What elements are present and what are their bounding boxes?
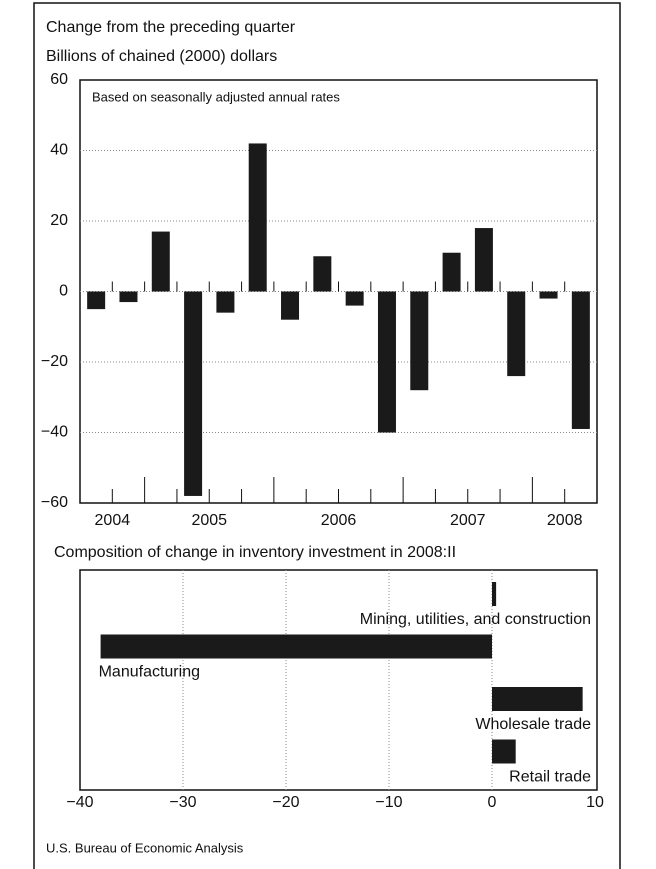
bar xyxy=(100,634,492,659)
bar xyxy=(571,291,590,429)
x-tick-label: 10 xyxy=(586,794,604,811)
bar xyxy=(474,228,493,292)
bar xyxy=(87,291,106,310)
bar xyxy=(410,291,429,391)
x-tick-label: −30 xyxy=(169,794,196,811)
x-tick-label: 2006 xyxy=(321,512,357,529)
x-tick-label: 0 xyxy=(488,794,497,811)
source: U.S. Bureau of Economic Analysis xyxy=(46,840,244,855)
x-tick-label: 2008 xyxy=(547,512,583,529)
bar xyxy=(492,582,497,606)
frame xyxy=(33,2,621,869)
y-tick-label: −20 xyxy=(41,353,68,370)
y-tick-label: 20 xyxy=(50,212,68,229)
y-tick-label: −60 xyxy=(41,494,68,511)
bar xyxy=(507,291,526,377)
x-tick-label: −10 xyxy=(375,794,402,811)
bar xyxy=(377,291,396,433)
annotation: Based on seasonally adjusted annual rate… xyxy=(92,89,340,104)
chart-title: Change from the preceding quarter xyxy=(46,19,296,36)
bar xyxy=(492,739,516,764)
y-tick-label: 60 xyxy=(50,71,68,88)
bar-label: Retail trade xyxy=(509,769,591,786)
plot-frame xyxy=(79,569,598,791)
bar xyxy=(216,291,235,313)
bar xyxy=(248,143,267,292)
bar xyxy=(345,291,364,306)
bar xyxy=(151,231,170,292)
chart-subtitle: Billions of chained (2000) dollars xyxy=(46,48,277,65)
bar-label: Mining, utilities, and construction xyxy=(360,611,591,628)
y-tick-label: 40 xyxy=(50,142,68,159)
bar xyxy=(184,291,203,496)
bar xyxy=(313,256,332,292)
bar xyxy=(442,252,461,292)
x-tick-label: −40 xyxy=(66,794,93,811)
bar xyxy=(281,291,300,320)
x-tick-label: 2005 xyxy=(191,512,227,529)
x-tick-label: 2007 xyxy=(450,512,486,529)
bar xyxy=(119,291,138,303)
chart-title: Composition of change in inventory inves… xyxy=(54,544,456,561)
bar-label: Wholesale trade xyxy=(475,716,591,733)
x-tick-label: 2004 xyxy=(95,512,131,529)
y-tick-label: 0 xyxy=(59,283,68,300)
bar-label: Manufacturing xyxy=(99,664,200,681)
bar xyxy=(492,687,583,711)
y-tick-label: −40 xyxy=(41,424,68,441)
bar xyxy=(539,291,558,299)
x-tick-label: −20 xyxy=(272,794,299,811)
